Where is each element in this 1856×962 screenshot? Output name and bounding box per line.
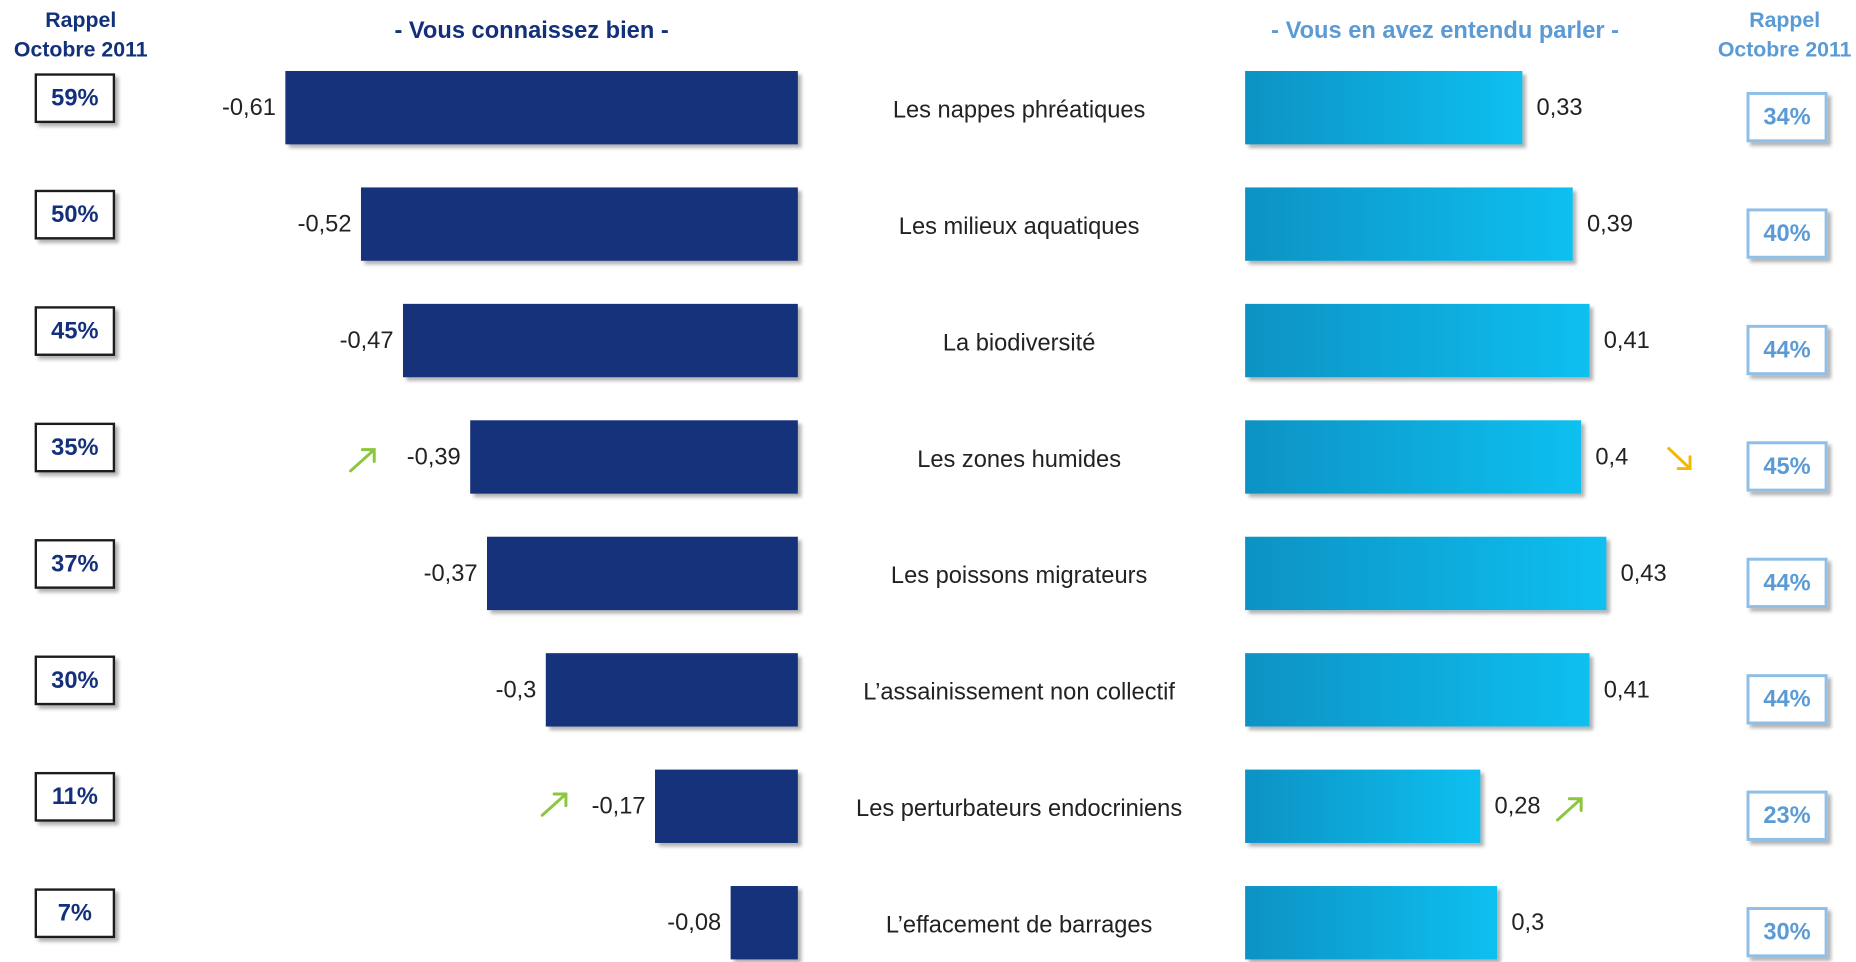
rappel-box xyxy=(1746,790,1828,841)
arrow-up xyxy=(1556,797,1583,822)
bar xyxy=(730,886,798,960)
value-label: -0,37 xyxy=(424,561,478,587)
rappel-box xyxy=(34,771,116,822)
rappel-value: 23% xyxy=(1763,803,1810,829)
value-label: -0,61 xyxy=(222,95,276,121)
arrow-up xyxy=(540,792,568,817)
value-label: 0,41 xyxy=(1604,328,1650,354)
value-label: 0,28 xyxy=(1495,794,1541,820)
rappel-box xyxy=(1746,907,1828,958)
value-label: -0,52 xyxy=(298,212,352,238)
category-label: Les nappes phréatiques xyxy=(893,97,1146,123)
value-label: -0,17 xyxy=(592,794,646,820)
rappel-box xyxy=(1746,91,1828,143)
bar xyxy=(402,303,798,378)
category-label: Les zones humides xyxy=(917,447,1121,473)
rappel-title: Octobre 2011 xyxy=(1718,38,1852,62)
rappel-box xyxy=(1746,441,1828,492)
bar xyxy=(486,536,798,611)
rappel-value: 34% xyxy=(1763,105,1810,131)
rappel-box xyxy=(34,655,116,706)
trend-arrows xyxy=(349,446,1692,822)
value-label: 0,43 xyxy=(1621,561,1667,587)
value-label: 0,3 xyxy=(1511,910,1544,936)
rappel-box xyxy=(1746,324,1828,376)
rappel-value: 35% xyxy=(51,435,98,461)
rappel-value: 45% xyxy=(1763,454,1810,480)
bar xyxy=(655,769,798,843)
rappel-box xyxy=(34,539,116,589)
rappel-value: 44% xyxy=(1763,687,1810,713)
rappel-value: 50% xyxy=(51,202,98,228)
rappel-value: 30% xyxy=(51,668,98,694)
rappel-value: 44% xyxy=(1763,570,1810,596)
value-label: 0,4 xyxy=(1595,444,1628,470)
category-label: L’assainissement non collectif xyxy=(863,680,1175,706)
category-label: L’effacement de barrages xyxy=(886,913,1153,939)
category-label: Les perturbateurs endocriniens xyxy=(856,796,1182,822)
bar xyxy=(1245,70,1523,145)
bar xyxy=(1245,886,1498,960)
rappel-box xyxy=(34,888,116,939)
category-label: La biodiversité xyxy=(943,330,1096,356)
arrow-down xyxy=(1667,446,1692,471)
value-label: -0,47 xyxy=(340,328,394,354)
rappel-box xyxy=(34,306,116,356)
bar xyxy=(1245,187,1573,261)
bar xyxy=(1245,420,1582,494)
rappel-title: Rappel xyxy=(1749,8,1820,32)
category-label: Les milieux aquatiques xyxy=(899,214,1140,240)
rappel-value: 45% xyxy=(51,319,98,345)
rappel-value: 30% xyxy=(1763,920,1810,946)
rappel-value: 40% xyxy=(1763,221,1810,247)
bar xyxy=(1245,536,1607,611)
rappel-box xyxy=(34,189,116,240)
rappel-title: Rappel xyxy=(45,8,116,32)
bar xyxy=(360,187,798,261)
value-label: 0,33 xyxy=(1537,95,1583,121)
bar xyxy=(1245,653,1590,727)
rappel-box xyxy=(1746,674,1828,725)
rappel-value: 7% xyxy=(58,901,92,927)
category-label: Les poissons migrateurs xyxy=(891,563,1147,589)
bar xyxy=(1245,303,1590,378)
rappel-box xyxy=(34,422,116,473)
bar xyxy=(470,420,798,494)
value-label: -0,3 xyxy=(496,677,537,703)
value-label: 0,41 xyxy=(1604,677,1650,703)
rappel-box xyxy=(1746,208,1828,259)
rappel-box xyxy=(1746,557,1828,609)
value-label: -0,08 xyxy=(667,910,721,936)
rappel-title: Octobre 2011 xyxy=(14,38,148,62)
rappel-value: 11% xyxy=(52,784,98,810)
value-label: -0,39 xyxy=(407,444,461,470)
rappel-value: 37% xyxy=(51,551,98,577)
bar xyxy=(285,70,798,145)
series-header: - Vous en avez entendu parler - xyxy=(1271,18,1619,44)
bar xyxy=(1245,769,1481,843)
series-header: - Vous connaissez bien - xyxy=(394,18,668,44)
bar xyxy=(545,653,798,727)
arrow-up xyxy=(349,448,376,473)
rappel-value: 44% xyxy=(1763,337,1810,363)
rappel-value: 59% xyxy=(51,86,98,112)
value-label: 0,39 xyxy=(1587,212,1633,238)
rappel-box xyxy=(34,73,116,124)
